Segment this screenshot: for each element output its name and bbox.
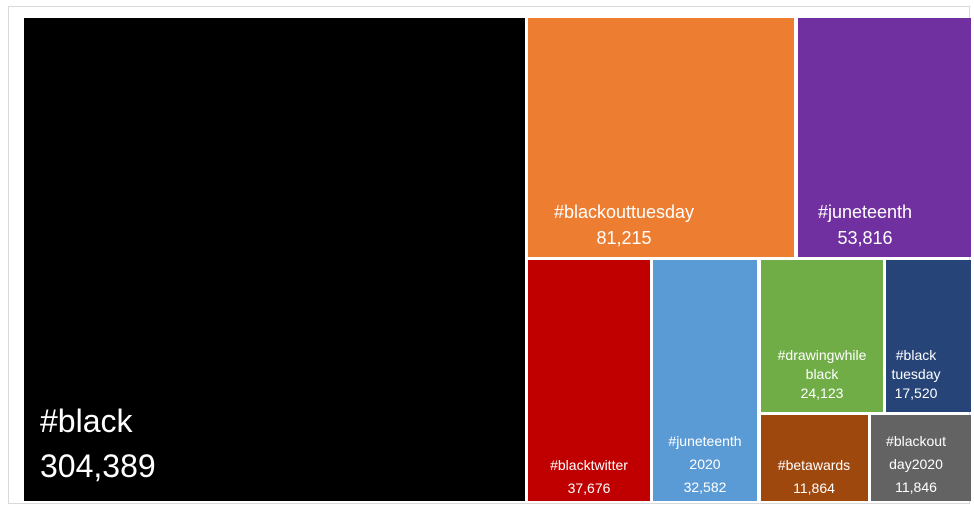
tile-name-label: #blackout xyxy=(886,433,946,449)
tile-name-label: #black xyxy=(896,347,937,363)
tile-name-label: black xyxy=(806,366,840,382)
tile-rect-blackouttuesday xyxy=(528,18,794,257)
tile-value-label: 17,520 xyxy=(895,385,938,401)
tile-value-label: 53,816 xyxy=(837,228,892,248)
tile-name-label: tuesday xyxy=(891,366,940,382)
tile-name-label: #betawards xyxy=(778,457,850,473)
tile-name-label: 2020 xyxy=(689,456,720,472)
tile-black-tuesday: #black tuesday 17,520 xyxy=(886,260,971,412)
tile-blackout-day2020: #blackout day2020 11,846 xyxy=(871,415,971,501)
tile-name-label: #black xyxy=(40,403,134,439)
tile-juneteenth: #juneteenth 53,816 xyxy=(798,18,971,257)
tile-black: #black 304,389 xyxy=(24,18,525,501)
tile-value-label: 81,215 xyxy=(596,228,651,248)
tile-rect-blacktwitter xyxy=(528,260,650,501)
tile-rect-drawingwhile-black xyxy=(761,260,883,412)
tile-name-label: day2020 xyxy=(889,456,943,472)
tile-value-label: 37,676 xyxy=(568,480,611,496)
tile-rect-blackout-day2020 xyxy=(871,415,971,501)
tile-rect-betawards xyxy=(761,415,868,501)
tile-name-label: #juneteenth xyxy=(818,202,912,222)
tile-drawingwhile-black: #drawingwhile black 24,123 xyxy=(761,260,883,412)
tile-value-label: 304,389 xyxy=(40,448,156,484)
tile-value-label: 11,864 xyxy=(793,480,835,496)
tile-rect-black-tuesday xyxy=(886,260,971,412)
tile-value-label: 32,582 xyxy=(684,479,727,495)
tile-name-label: #drawingwhile xyxy=(778,347,867,363)
tile-rect-black xyxy=(24,18,525,501)
tile-name-label: #juneteenth xyxy=(668,433,741,449)
tile-name-label: #blacktwitter xyxy=(550,457,628,473)
tile-rect-juneteenth xyxy=(798,18,971,257)
tile-blacktwitter: #blacktwitter 37,676 xyxy=(528,260,650,501)
tile-name-label: #blackouttuesday xyxy=(554,202,694,222)
tile-value-label: 11,846 xyxy=(895,479,937,495)
tile-value-label: 24,123 xyxy=(801,385,844,401)
tile-blackouttuesday: #blackouttuesday 81,215 xyxy=(528,18,794,257)
tile-betawards: #betawards 11,864 xyxy=(761,415,868,501)
tile-rect-juneteenth-2020 xyxy=(653,260,757,501)
tile-juneteenth-2020: #juneteenth 2020 32,582 xyxy=(653,260,757,501)
